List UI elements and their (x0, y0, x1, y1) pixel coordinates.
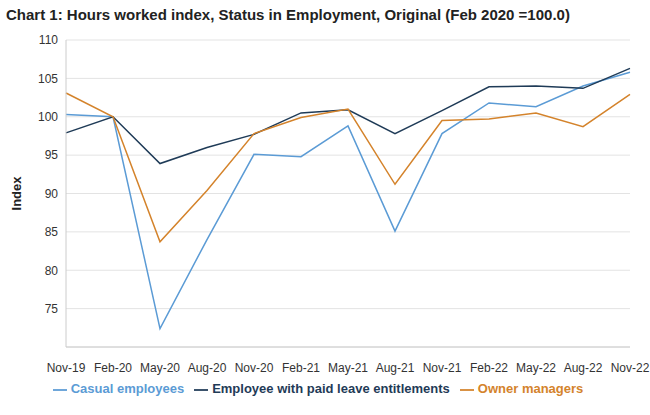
svg-text:90: 90 (45, 187, 59, 201)
svg-text:Feb-20: Feb-20 (94, 361, 132, 375)
svg-text:Nov-19: Nov-19 (47, 361, 86, 375)
svg-text:Feb-22: Feb-22 (470, 361, 508, 375)
svg-text:May-21: May-21 (328, 361, 368, 375)
svg-text:May-20: May-20 (140, 361, 180, 375)
svg-text:95: 95 (45, 148, 59, 162)
svg-text:80: 80 (45, 264, 59, 278)
html-text:Owner managers: Owner managers (477, 381, 584, 396)
svg-text:Index: Index (9, 176, 24, 211)
svg-text:Aug-20: Aug-20 (188, 361, 227, 375)
svg-text:85: 85 (45, 225, 59, 239)
svg-text:May-22: May-22 (516, 361, 556, 375)
svg-text:105: 105 (38, 72, 58, 86)
html-text:Chart 1: Hours worked index, S: Chart 1: Hours worked index, Status in E… (6, 6, 570, 23)
html-text:Casual employees: Casual employees (70, 381, 185, 396)
svg-text:75: 75 (45, 302, 59, 316)
svg-text:Aug-22: Aug-22 (564, 361, 603, 375)
svg-text:Nov-20: Nov-20 (235, 361, 274, 375)
html-text:Employee with paid leave entit: Employee with paid leave entitlements (212, 381, 450, 396)
svg-text:Aug-21: Aug-21 (376, 361, 415, 375)
svg-text:Feb-21: Feb-21 (282, 361, 320, 375)
svg-text:Nov-22: Nov-22 (611, 361, 642, 375)
svg-text:100: 100 (38, 110, 58, 124)
svg-text:Nov-21: Nov-21 (423, 361, 462, 375)
svg-text:110: 110 (39, 33, 58, 47)
